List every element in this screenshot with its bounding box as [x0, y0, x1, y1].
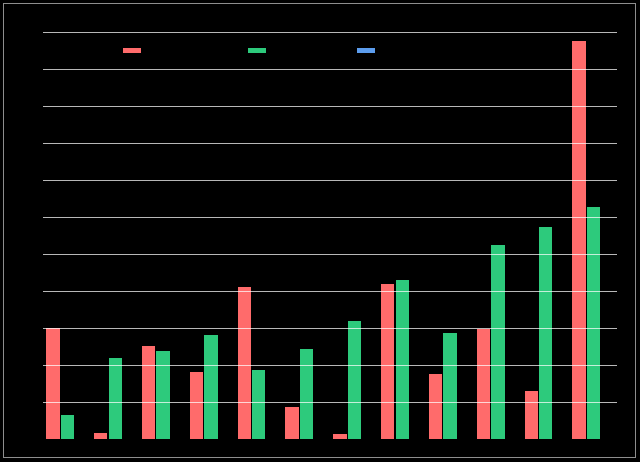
gridline	[43, 179, 617, 181]
bar-red-group-10	[476, 329, 491, 439]
bar-green-group-9	[443, 332, 457, 439]
bar-green-group-5	[252, 370, 266, 439]
gridline	[43, 32, 617, 33]
gridline	[43, 290, 617, 292]
bar-red-group-1	[46, 328, 60, 439]
bar-red-group-2	[94, 432, 108, 439]
bar-green-group-8	[395, 280, 409, 439]
bar-green-group-10	[491, 244, 505, 439]
chart-legend	[0, 0, 640, 60]
gridline	[43, 69, 617, 70]
legend-swatch-red	[123, 48, 141, 53]
gridline	[43, 401, 617, 403]
bar-red-group-8	[381, 284, 395, 439]
legend-swatch-blue	[357, 48, 375, 53]
bar-red-group-3	[141, 346, 156, 439]
gridline	[43, 105, 617, 107]
legend-swatch-green	[248, 48, 266, 53]
bar-green-group-4	[204, 335, 218, 439]
bar-red-group-12	[572, 40, 586, 439]
bar-green-group-7	[347, 321, 362, 439]
bar-green-group-6	[299, 349, 314, 439]
bar-green-group-12	[586, 207, 601, 439]
bar-green-group-2	[108, 358, 122, 439]
bar-red-group-5	[237, 286, 251, 439]
gridline	[43, 216, 617, 218]
bar-green-group-11	[539, 226, 553, 439]
bar-red-group-9	[428, 373, 443, 439]
plot-area	[43, 32, 617, 439]
bar-green-group-3	[156, 350, 170, 439]
gridline	[43, 364, 617, 366]
bar-red-group-4	[189, 372, 204, 439]
bar-red-group-6	[285, 406, 299, 439]
gridline	[43, 253, 617, 255]
bar-green-group-1	[60, 414, 75, 439]
gridline	[43, 327, 617, 329]
bar-red-group-11	[524, 390, 538, 439]
gridline	[43, 142, 617, 144]
bar-red-group-7	[333, 434, 347, 439]
